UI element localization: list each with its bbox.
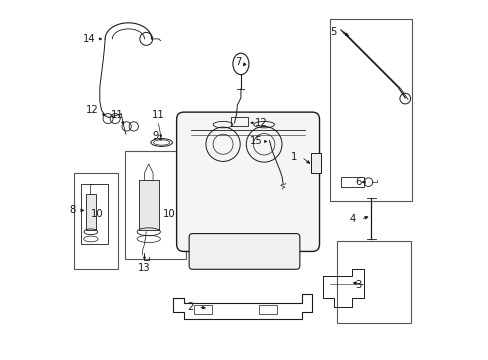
Text: 7: 7 <box>235 57 242 67</box>
Bar <box>124 152 185 258</box>
Text: 10: 10 <box>91 209 103 219</box>
Bar <box>340 177 364 187</box>
Bar <box>194 305 212 314</box>
Bar <box>74 173 118 269</box>
Text: 3: 3 <box>355 280 361 291</box>
Bar <box>258 305 276 314</box>
Text: 10: 10 <box>163 209 176 219</box>
FancyBboxPatch shape <box>189 234 299 269</box>
Text: 13: 13 <box>137 263 150 273</box>
Text: 12: 12 <box>255 118 267 128</box>
Text: 4: 4 <box>349 214 356 224</box>
FancyBboxPatch shape <box>176 112 319 251</box>
Text: 6: 6 <box>355 177 361 187</box>
Text: 11: 11 <box>111 110 124 120</box>
Bar <box>310 153 320 173</box>
Bar <box>337 241 410 323</box>
Text: 14: 14 <box>82 34 95 44</box>
Bar <box>139 180 159 230</box>
Bar <box>230 117 247 126</box>
Text: 11: 11 <box>151 110 164 120</box>
Text: 2: 2 <box>187 302 193 312</box>
Text: 12: 12 <box>86 105 99 115</box>
Bar <box>85 194 96 230</box>
Text: 15: 15 <box>250 136 263 146</box>
Text: 5: 5 <box>329 27 336 37</box>
Text: 1: 1 <box>290 152 297 162</box>
Bar <box>81 184 108 244</box>
Text: 9: 9 <box>152 131 159 141</box>
Text: 8: 8 <box>69 205 75 215</box>
Bar <box>329 19 411 202</box>
